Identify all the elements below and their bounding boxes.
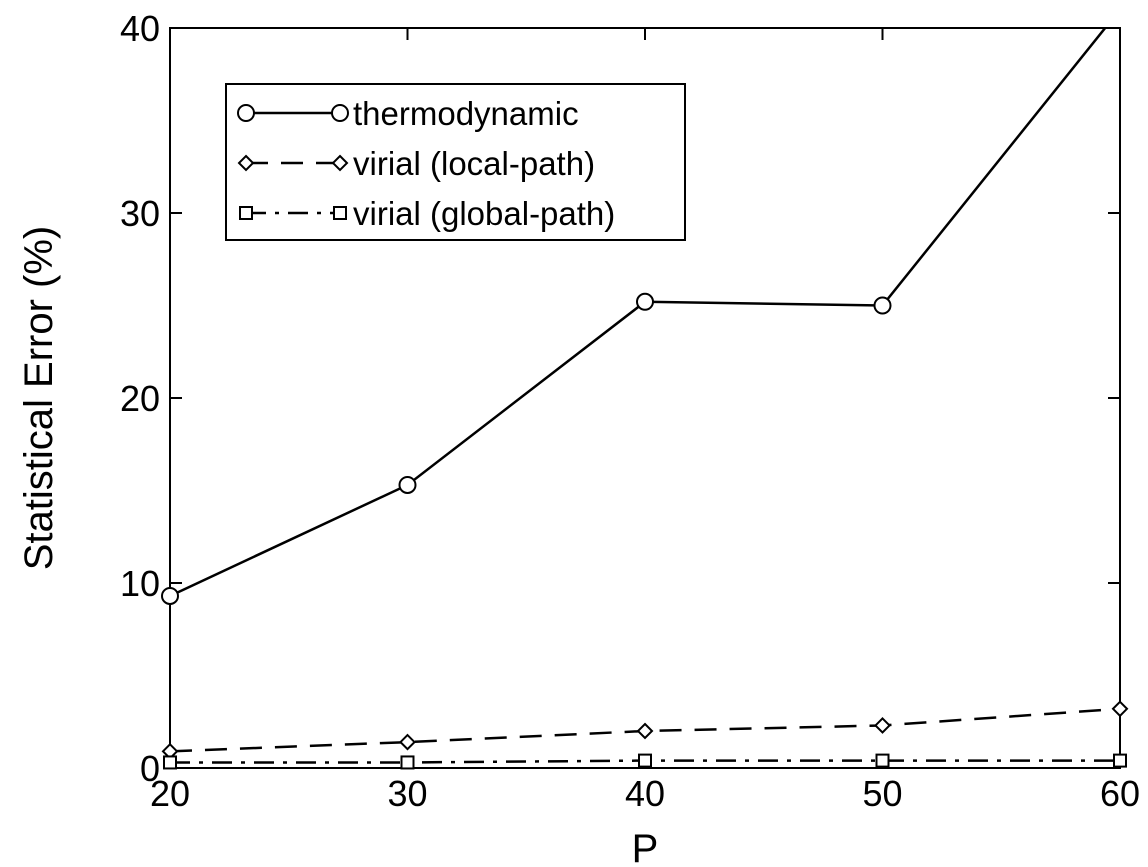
y-tick-label: 10 (120, 563, 160, 604)
legend-items: thermodynamic virial (local-path) virial (… (237, 95, 615, 232)
series-1-point (399, 733, 416, 751)
tick-labels: 20 30 40 50 60 0 10 20 30 40 (120, 8, 1140, 814)
legend: thermodynamic virial (local-path) virial (… (225, 83, 686, 241)
series-2-point (400, 755, 415, 770)
legend-marker-1 (331, 154, 349, 172)
y-axis-title: Statistical Error (%) (17, 226, 61, 571)
legend-label-2: virial (global-path) (353, 195, 615, 232)
series-2-point (638, 753, 652, 768)
x-tick-label: 20 (150, 773, 190, 814)
series-1-point (874, 717, 891, 734)
series-0-point (873, 296, 892, 315)
series-0-point (398, 475, 417, 494)
series-1-point (1111, 700, 1129, 718)
series-2-point (163, 755, 177, 770)
series-2-point (875, 753, 890, 768)
legend-marker-2 (239, 206, 253, 220)
legend-marker-1 (237, 154, 255, 172)
y-tick-label: 20 (120, 378, 160, 419)
series-0-point (161, 586, 179, 605)
y-tick-label: 30 (120, 193, 160, 234)
series-1-point (636, 722, 654, 740)
legend-marker-0 (237, 104, 255, 122)
x-tick-label: 30 (387, 773, 427, 814)
legend-label-1: virial (local-path) (353, 145, 595, 182)
x-tick-label: 40 (625, 773, 665, 814)
markers-group (161, 292, 1129, 770)
x-axis-title: P (632, 827, 659, 867)
legend-marker-0 (331, 104, 349, 122)
y-tick-label: 0 (140, 748, 160, 789)
y-tick-label: 40 (120, 8, 160, 49)
x-tick-label: 50 (862, 773, 902, 814)
series-2-point (1113, 753, 1127, 768)
legend-marker-2 (333, 206, 347, 220)
x-tick-label: 60 (1100, 773, 1140, 814)
legend-label-0: thermodynamic (353, 95, 579, 132)
series-0-point (636, 292, 654, 311)
